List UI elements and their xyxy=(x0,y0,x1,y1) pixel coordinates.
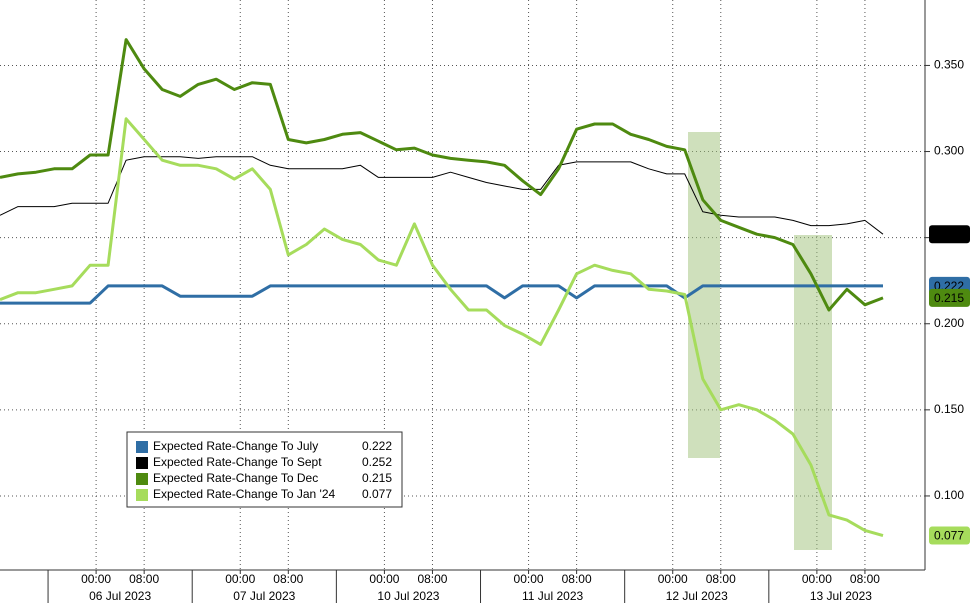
y-tick-label: 0.300 xyxy=(934,144,964,158)
date-label: 12 Jul 2023 xyxy=(666,589,728,603)
legend-value: 0.252 xyxy=(362,455,392,469)
x-tick-label: 08:00 xyxy=(850,572,880,586)
legend-swatch xyxy=(136,473,148,485)
highlight xyxy=(688,132,720,458)
date-label: 10 Jul 2023 xyxy=(377,589,439,603)
x-tick-label: 00:00 xyxy=(658,572,688,586)
date-label: 11 Jul 2023 xyxy=(522,589,583,603)
y-tick-label: 0.200 xyxy=(934,316,964,330)
x-tick-label: 08:00 xyxy=(706,572,736,586)
legend-label: Expected Rate-Change To July xyxy=(153,439,318,453)
x-tick-label: 08:00 xyxy=(417,572,447,586)
legend-swatch xyxy=(136,441,148,453)
x-tick-label: 00:00 xyxy=(81,572,111,586)
legend-value: 0.077 xyxy=(362,487,392,501)
legend-swatch xyxy=(136,457,148,469)
x-tick-label: 08:00 xyxy=(129,572,159,586)
x-tick-label: 08:00 xyxy=(562,572,592,586)
lines xyxy=(0,38,884,538)
y-tick-label: 0.350 xyxy=(934,58,964,72)
end-tag xyxy=(929,526,970,545)
y-tick-label: 0.150 xyxy=(934,402,964,416)
series-line xyxy=(0,38,884,312)
legend-swatch xyxy=(136,489,148,501)
end-tag-label: 0.252 xyxy=(934,227,964,241)
x-tick-label: 00:00 xyxy=(369,572,399,586)
end-tag xyxy=(929,225,970,244)
date-label: 06 Jul 2023 xyxy=(89,589,151,603)
x-tick-label: 00:00 xyxy=(514,572,544,586)
date-label: 13 Jul 2023 xyxy=(810,589,872,603)
series-line xyxy=(0,284,883,305)
legend-box xyxy=(126,431,403,508)
legend-value: 0.222 xyxy=(362,439,392,453)
series-line xyxy=(0,117,884,538)
y-tick-label: 0.100 xyxy=(934,488,964,502)
series-line xyxy=(0,156,884,235)
legend-label: Expected Rate-Change To Dec xyxy=(153,471,318,485)
x-tick-label: 00:00 xyxy=(225,572,255,586)
end-tag xyxy=(929,288,970,307)
legend-label: Expected Rate-Change To Jan '24 xyxy=(153,487,336,501)
highlight xyxy=(794,235,832,550)
date-label: 07 Jul 2023 xyxy=(233,589,295,603)
legend-label: Expected Rate-Change To Sept xyxy=(153,455,322,469)
legend-value: 0.215 xyxy=(362,471,392,485)
x-tick-label: 08:00 xyxy=(273,572,303,586)
end-tag-label: 0.215 xyxy=(934,291,964,305)
x-tick-label: 00:00 xyxy=(802,572,832,586)
end-tag-label: 0.077 xyxy=(934,529,964,543)
legend: Expected Rate-Change To July 0.222 Expecte… xyxy=(126,431,403,508)
